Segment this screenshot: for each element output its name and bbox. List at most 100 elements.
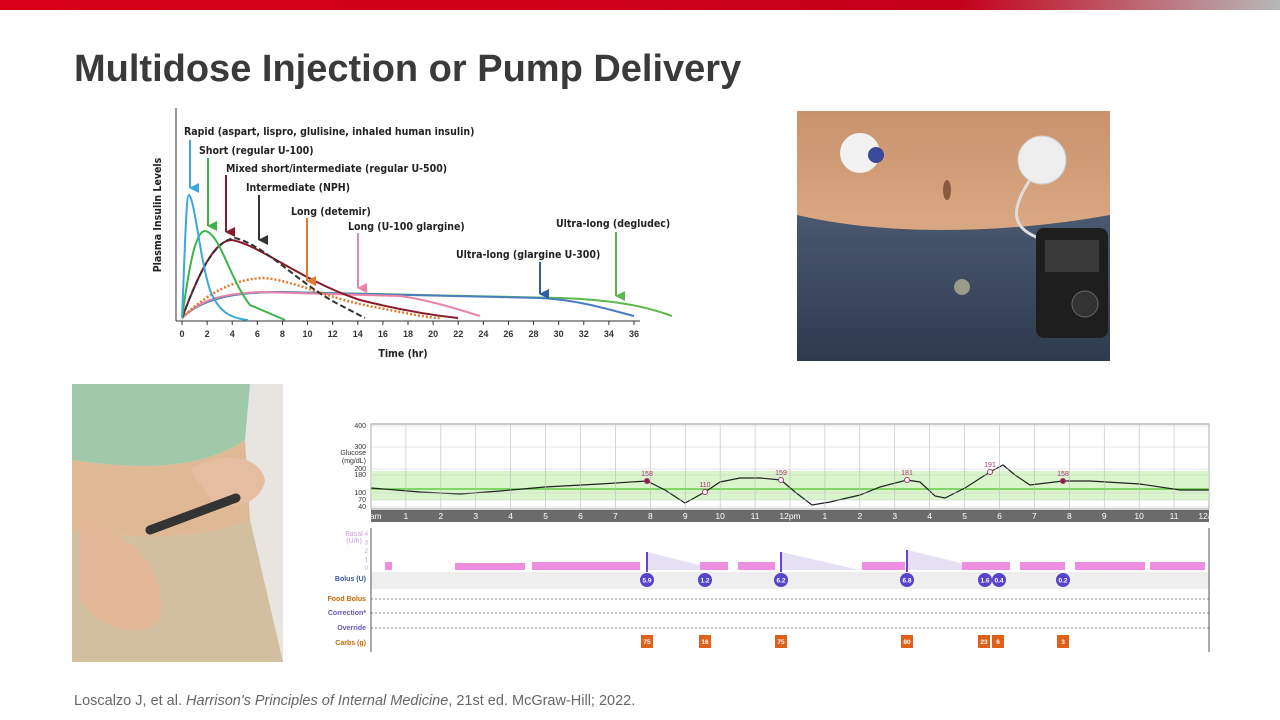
curve-label: Intermediate (NPH) [246,182,350,194]
basal-unit: (U/h) [346,538,362,545]
x-label: Time (hr) [378,348,427,360]
insulin-chart: Plasma Insulin Levels Time (hr) 0 2 4 6 8 10 1… [152,108,673,360]
photo-jeans [797,215,1110,361]
hour-label: 5 [962,511,967,521]
carb-label: 75 [777,639,785,646]
hour-label: 12am [360,511,381,521]
reading-dot [778,477,784,483]
x-tick-label: 4 [230,329,235,339]
pump-screen [1045,240,1099,272]
carb-label: 6 [996,639,1000,646]
reading-dot [702,489,708,495]
bolus-marker [900,573,914,587]
bolus-marker [978,573,992,587]
basal-tick: 3 [365,541,369,547]
x-tick-label: 36 [629,329,639,339]
basal-tick: 4 [365,532,369,538]
hour-label: 10 [715,511,725,521]
carb-marker [775,635,787,648]
navel [943,180,951,200]
x-tick-label: 6 [255,329,260,339]
row-label: Carbs (g) [335,640,366,647]
pump-chart: Glucose (mg/dL) Basal (U/h) 12am 1 2 3 4 5 6 7 8… [328,423,1220,652]
curve-label: Ultra-long (glargine U-300) [456,249,600,261]
basal-tick: 1 [365,558,369,564]
carb-marker [901,635,913,648]
carb-marker [1057,635,1069,648]
x-tick-label: 0 [179,329,184,339]
row-label: Override [337,625,366,632]
y-tick-label: 300 [354,444,366,451]
hour-label: 11 [751,511,760,521]
citation-edition: , 21st ed. McGraw-Hill; 2022. [448,693,635,709]
basal-seg [532,562,640,570]
basal-seg [700,562,728,570]
glucose-label: Glucose [340,450,366,457]
y-tick-label: 200 [354,466,366,473]
hour-label: 3 [892,511,897,521]
x-tick-label: 30 [554,329,564,339]
carb-label: 3 [1061,639,1065,646]
curve-label: Ultra-long (degludec) [556,218,670,230]
x-tick-label: 14 [353,329,363,339]
hour-label: 1 [404,511,409,521]
carb-label: 23 [980,639,988,646]
basal-seg [962,562,1010,570]
bolus-bars [646,550,908,572]
carb-marker [641,635,653,648]
curve [181,193,249,321]
citation-authors: Loscalzo J, et al. [74,693,182,709]
carb-label: 75 [643,639,651,646]
citation-book: Harrison's Principles of Internal Medici… [186,693,448,709]
bolus-label: 5.9 [642,578,651,585]
basal-seg [1020,562,1065,570]
hour-label: 12am [1198,511,1219,521]
bolus-marker [992,573,1006,587]
carb-marker [992,635,1004,648]
y-tick-label: 400 [354,423,366,430]
curve-label: Rapid (aspart, lispro, glulisine, inhale… [184,126,474,138]
basal-seg [455,563,525,570]
curve [181,229,286,321]
hour-label: 8 [1067,511,1072,521]
reading-dot [904,477,910,483]
tubing [1015,179,1046,242]
bolus-marker [774,573,788,587]
x-tick-label: 12 [328,329,338,339]
pump-dial [1071,290,1099,318]
hour-label: 3 [473,511,478,521]
reading-dot [1060,478,1066,484]
x-tick-label: 18 [403,329,413,339]
curve [181,238,459,319]
reading-label: 181 [901,470,913,477]
carb-label: 16 [701,639,709,646]
hour-label: 12pm [779,511,800,521]
y-tick-label: 70 [358,497,366,504]
bolus-label: 0.4 [994,578,1003,585]
hour-label: 7 [1032,511,1037,521]
reading-label: 191 [984,462,996,469]
curve-label: Short (regular U-100) [199,145,314,157]
citation: Loscalzo J, et al. Harrison's Principles… [74,693,635,709]
bolus-label: 6.2 [776,578,785,585]
hour-label: 9 [683,511,688,521]
carb-label: 80 [903,639,911,646]
curve-label: Mixed short/intermediate (regular U-500) [226,163,447,175]
bolus-marker [698,573,712,587]
glucose-unit: (mg/dL) [342,458,366,465]
arrows [189,140,625,301]
basal-seg [738,562,775,570]
x-tick-label: 22 [453,329,463,339]
top-bar [0,0,1280,10]
time-bar [371,510,1209,522]
curve-label: Long (detemir) [291,206,371,218]
hour-label: 1 [823,511,828,521]
basal [385,562,1205,570]
basal-label: Basal [345,531,363,538]
bolus-row [371,572,1209,589]
bolus-marker [1056,573,1070,587]
hour-label: 10 [1134,511,1144,521]
hour-label: 5 [543,511,548,521]
reading-label: 158 [1057,471,1069,478]
